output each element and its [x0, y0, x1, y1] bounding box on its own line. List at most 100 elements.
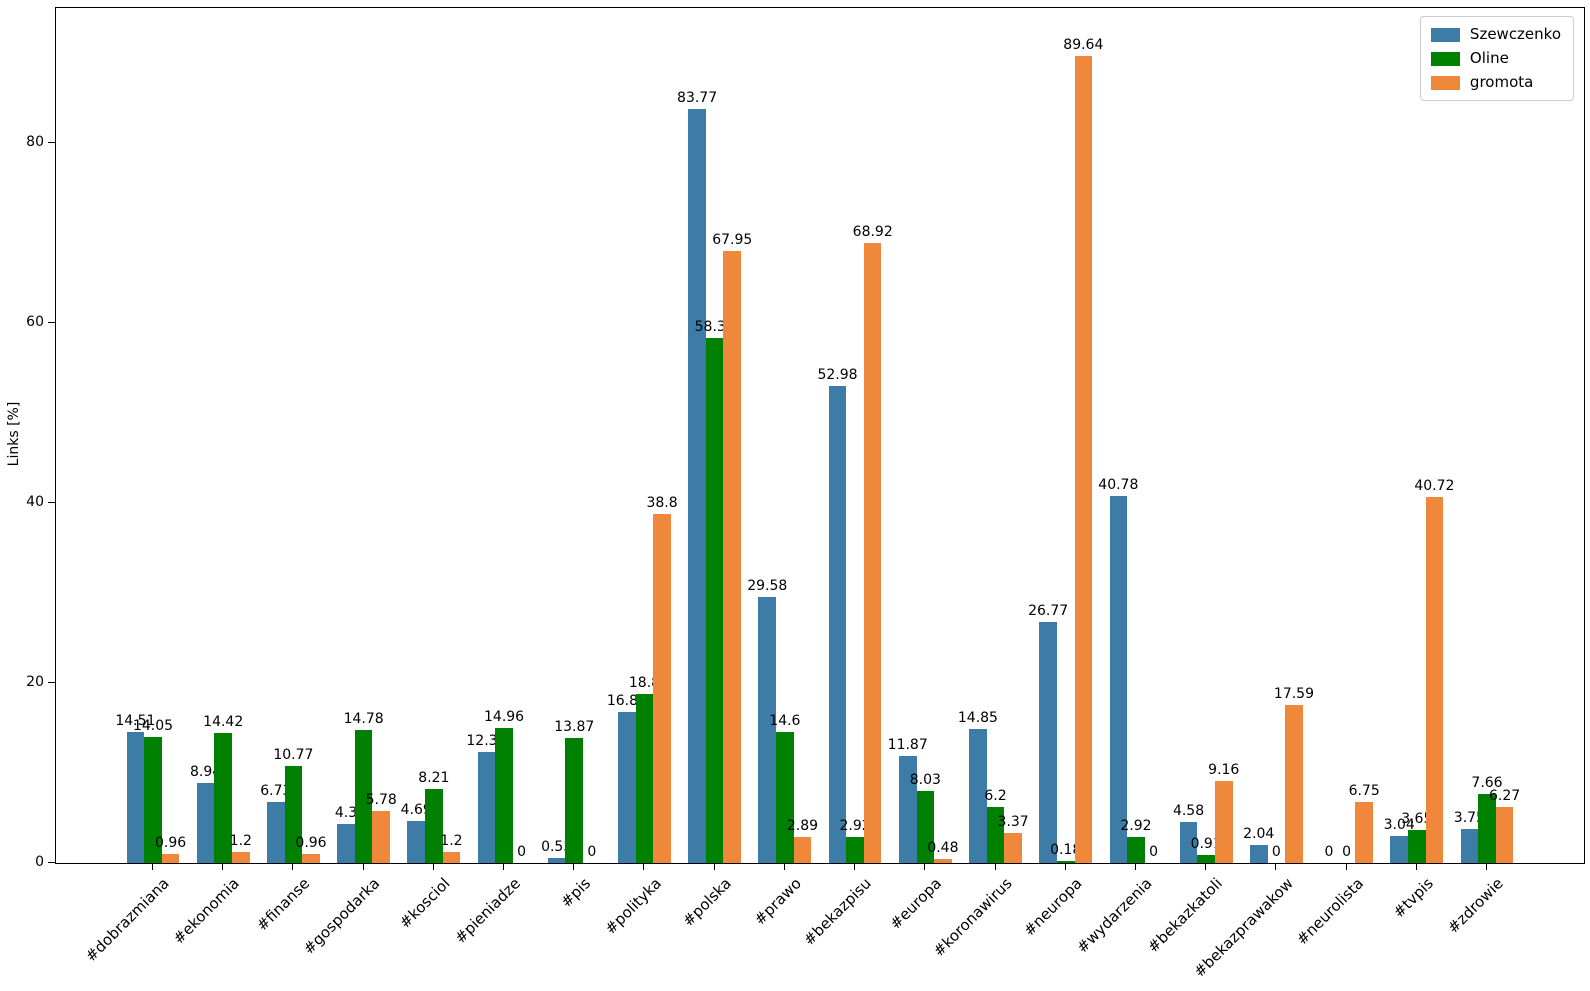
x-tick — [713, 863, 715, 870]
bar — [916, 790, 935, 863]
bar — [793, 837, 812, 863]
legend-label: gromota — [1469, 73, 1534, 91]
bar — [477, 751, 496, 863]
bar — [354, 729, 373, 863]
legend-label: Szewczenko — [1469, 25, 1561, 43]
y-axis-title: Links [%] — [6, 401, 22, 467]
x-tick — [783, 863, 785, 870]
x-tick-label: #bekazpisu — [800, 874, 876, 950]
legend-entry: Szewczenko — [1430, 25, 1561, 43]
x-tick — [1205, 863, 1207, 870]
bar — [547, 858, 566, 863]
bar-value-label: 8.21 — [418, 770, 450, 787]
bar — [1127, 836, 1145, 863]
bar-value-label: 2.92 — [839, 817, 871, 834]
bar-value-label: 14.51 — [115, 713, 156, 730]
legend-entry: Oline — [1430, 50, 1561, 67]
bar-value-label: 6.75 — [1348, 783, 1380, 800]
y-tick — [48, 861, 55, 863]
legend-swatch — [1430, 75, 1460, 90]
bar — [1056, 861, 1075, 863]
bar — [267, 802, 285, 863]
bar — [723, 251, 742, 863]
bar-value-label: 0 — [1342, 844, 1352, 860]
x-tick — [854, 863, 856, 870]
bar — [846, 836, 864, 863]
x-tick — [994, 863, 996, 870]
x-tick-label: #ekonomia — [169, 874, 244, 948]
bar — [934, 858, 952, 863]
x-tick — [292, 863, 294, 870]
bar — [969, 729, 987, 863]
y-tick-label: 0 — [35, 854, 44, 870]
x-tick-label: #tvpis — [1389, 874, 1437, 922]
bar-value-label: 58.39 — [694, 318, 735, 335]
bar-value-label: 14.78 — [343, 710, 384, 727]
x-tick-label: #prawo — [750, 874, 805, 929]
bar — [828, 386, 847, 863]
bar — [126, 732, 145, 863]
bar-value-label: 7.66 — [1471, 775, 1503, 792]
bar-value-label: 12.36 — [466, 732, 507, 749]
legend-swatch — [1430, 51, 1460, 66]
bar-value-label: 6.2 — [984, 788, 1007, 805]
bar — [284, 766, 303, 863]
bar — [1109, 495, 1128, 863]
bar-value-label: 0.91 — [1190, 835, 1222, 852]
bar-value-label: 8.03 — [909, 771, 941, 788]
x-tick — [503, 863, 505, 870]
bar-value-label: 83.77 — [677, 90, 718, 107]
bar — [1460, 829, 1479, 863]
bar — [1074, 56, 1093, 863]
bar — [442, 852, 461, 863]
x-tick-label: #finanse — [253, 874, 314, 935]
x-tick — [222, 863, 224, 870]
x-tick-label: #pis — [557, 874, 595, 912]
bar — [1214, 780, 1233, 863]
x-tick-label: #gospodarka — [300, 874, 384, 958]
bar — [1495, 806, 1514, 863]
x-tick — [1415, 863, 1417, 870]
bar — [232, 852, 250, 863]
bar-value-label: 14.6 — [769, 712, 801, 729]
bar — [898, 756, 917, 863]
bar — [407, 820, 426, 863]
y-tick — [48, 321, 55, 323]
x-tick-label: #wydarzenia — [1073, 874, 1156, 957]
bar-value-label: 14.85 — [957, 710, 998, 727]
bar — [653, 513, 671, 863]
bar — [1390, 835, 1408, 863]
bar — [161, 854, 180, 863]
bar-value-label: 5.78 — [365, 791, 397, 808]
bar-value-label: 13.87 — [554, 719, 595, 736]
bar-value-label: 6.73 — [260, 783, 292, 800]
bar-value-label: 14.05 — [132, 717, 174, 734]
bar — [302, 854, 320, 863]
bar-value-label: 0 — [1271, 844, 1281, 860]
bar — [688, 109, 706, 863]
x-tick — [1064, 863, 1066, 870]
bar-value-label: 8.94 — [190, 763, 222, 780]
bar — [1197, 854, 1215, 863]
bar — [776, 731, 794, 863]
bar — [1249, 844, 1268, 863]
bar — [495, 728, 513, 863]
bar — [1179, 821, 1198, 863]
bar — [1355, 802, 1373, 863]
bar — [986, 807, 1005, 863]
x-tick-label: #pieniadze — [451, 874, 525, 948]
bar-value-label: 14.42 — [203, 714, 244, 731]
bar — [618, 711, 636, 863]
bar-value-label: 9.16 — [1208, 761, 1240, 778]
bar-value-label: 10.77 — [273, 747, 314, 764]
bar — [705, 337, 724, 863]
bar-value-label: 89.64 — [1063, 37, 1104, 54]
x-tick-label: #kosciol — [396, 874, 454, 932]
legend-entry: gromota — [1430, 73, 1561, 91]
bar — [1285, 704, 1303, 863]
bar — [1478, 794, 1496, 863]
bar-value-label: 17.59 — [1273, 685, 1314, 702]
bar — [196, 782, 215, 863]
x-tick — [1275, 863, 1277, 870]
